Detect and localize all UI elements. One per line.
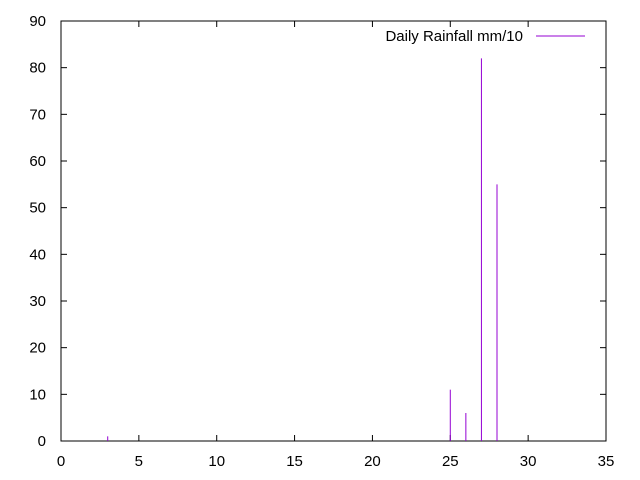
rainfall-impulses: [107, 58, 498, 441]
y-tick-label: 90: [29, 13, 46, 30]
x-tick-label: 20: [364, 453, 381, 470]
x-tick-labels: 0 5 10 15 20 25 30 35: [57, 453, 615, 470]
x-tick-label: 10: [208, 453, 225, 470]
y-tick-label: 20: [29, 340, 46, 357]
y-tick-label: 0: [38, 433, 46, 450]
x-tick-label: 0: [57, 453, 65, 470]
x-tick-label: 30: [520, 453, 537, 470]
y-tick-label: 10: [29, 386, 46, 403]
y-tick-label: 60: [29, 153, 46, 170]
y-tick-label: 40: [29, 246, 46, 263]
y-tick-label: 80: [29, 60, 46, 77]
axis-ticks: [60, 20, 607, 442]
x-tick-label: 25: [442, 453, 459, 470]
plot-area-frame: [60, 20, 607, 442]
legend: Daily Rainfall mm/10: [385, 28, 585, 45]
y-tick-label: 30: [29, 293, 46, 310]
y-tick-labels: 0 10 20 30 40 50 60 70 80 90: [29, 13, 46, 450]
x-tick-label: 5: [135, 453, 143, 470]
x-tick-label: 15: [286, 453, 303, 470]
x-tick-label: 35: [598, 453, 615, 470]
y-tick-label: 50: [29, 200, 46, 217]
y-tick-label: 70: [29, 106, 46, 123]
legend-label: Daily Rainfall mm/10: [385, 28, 523, 45]
